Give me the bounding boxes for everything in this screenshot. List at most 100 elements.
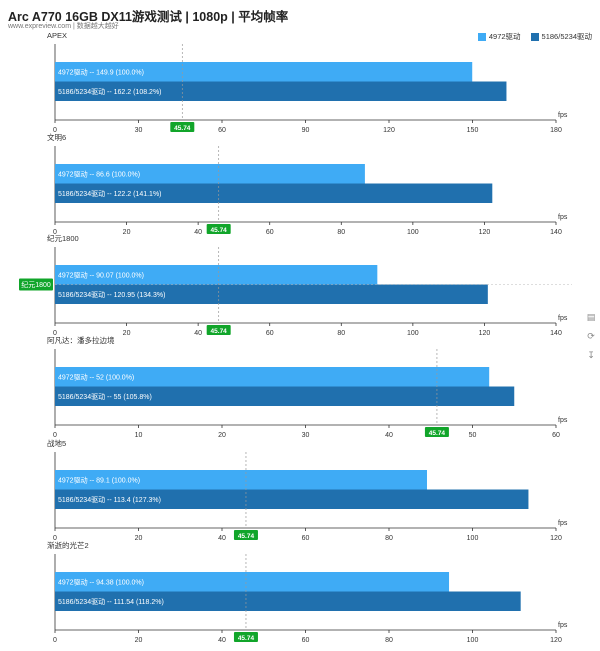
x-tick-label: 50: [469, 432, 477, 439]
y-marker-badge: [19, 278, 53, 291]
marker-badge-label: 45.74: [238, 533, 255, 540]
x-tick-label: 80: [385, 535, 393, 542]
bar-5186: [55, 183, 493, 203]
x-tick-label: 80: [385, 637, 393, 644]
x-tick-label: 0: [53, 535, 57, 542]
legend-swatch-5186: [530, 32, 539, 41]
x-tick-label: 0: [53, 127, 57, 134]
x-tick-label: 140: [550, 330, 562, 337]
x-tick-label: 120: [550, 535, 562, 542]
chart-title: Arc A770 16GB DX11游戏测试 | 1080p | 平均帧率: [8, 10, 289, 24]
x-tick-label: 140: [550, 229, 562, 236]
x-tick-label: 60: [266, 330, 274, 337]
marker-badge: [170, 122, 195, 132]
x-tick-label: 100: [407, 229, 419, 236]
refresh-icon[interactable]: ⟳: [587, 331, 595, 341]
legend-item-5186[interactable]: 5186/5234驱动: [530, 31, 592, 42]
chart-subtitle: www.expreview.com | 数据越大越好: [8, 23, 119, 30]
x-tick-label: 120: [550, 637, 562, 644]
x-tick-label: 20: [135, 637, 143, 644]
bar-4972: [55, 62, 473, 82]
x-tick-label: 40: [194, 229, 202, 236]
x-tick-label: 90: [302, 127, 310, 134]
x-tick-label: 120: [479, 229, 491, 236]
bar-label-4972: 4972驱动 -- 90.07 (100.0%): [58, 270, 144, 279]
marker-badge-label: 45.74: [174, 125, 191, 132]
marker-badge: [233, 632, 258, 642]
document-icon[interactable]: ▤: [586, 312, 596, 322]
x-axis-unit: fps: [558, 214, 568, 221]
x-tick-label: 30: [302, 432, 310, 439]
y-marker-label: 纪元1800: [21, 280, 51, 289]
legend-item-4972[interactable]: 4972驱动: [477, 31, 521, 42]
bar-4972: [55, 572, 450, 592]
side-toolbar: ▤ ⟳ ↧: [585, 312, 597, 360]
x-tick-label: 60: [266, 229, 274, 236]
marker-badge: [206, 325, 231, 335]
marker-badge-label: 45.74: [238, 635, 255, 642]
panel-title: 战地5: [47, 438, 66, 448]
marker-badge: [424, 427, 449, 437]
x-tick-label: 20: [123, 229, 131, 236]
bar-4972: [55, 470, 427, 490]
x-tick-label: 20: [135, 535, 143, 542]
x-tick-label: 120: [383, 127, 395, 134]
bar-label-5186: 5186/5234驱动 -- 55 (105.8%): [58, 392, 152, 401]
x-tick-label: 40: [218, 637, 226, 644]
bar-5186: [55, 489, 529, 509]
bar-5186: [55, 386, 515, 406]
panel-title: 渐逝的光芒2: [47, 540, 89, 550]
x-tick-label: 20: [123, 330, 131, 337]
x-tick-label: 60: [552, 432, 560, 439]
x-tick-label: 60: [302, 535, 310, 542]
bar-4972: [55, 164, 365, 184]
x-axis-unit: fps: [558, 417, 568, 424]
bar-label-4972: 4972驱动 -- 94.38 (100.0%): [58, 577, 144, 586]
x-tick-label: 0: [53, 330, 57, 337]
x-tick-label: 100: [467, 637, 479, 644]
bar-label-5186: 5186/5234驱动 -- 113.4 (127.3%): [58, 495, 161, 504]
bar-label-4972: 4972驱动 -- 52 (100.0%): [58, 372, 134, 381]
panel-title: 纪元1800: [47, 233, 79, 243]
bar-5186: [55, 284, 488, 304]
x-axis-unit: fps: [558, 112, 568, 119]
marker-badge-label: 45.74: [429, 430, 446, 437]
x-tick-label: 60: [302, 637, 310, 644]
x-axis-unit: fps: [558, 622, 568, 629]
x-tick-label: 0: [53, 229, 57, 236]
bar-label-5186: 5186/5234驱动 -- 162.2 (108.2%): [58, 87, 162, 96]
marker-badge: [206, 224, 231, 234]
x-axis-unit: fps: [558, 315, 568, 322]
x-tick-label: 30: [135, 127, 143, 134]
x-tick-label: 180: [550, 127, 562, 134]
download-icon[interactable]: ↧: [587, 350, 595, 360]
bar-label-5186: 5186/5234驱动 -- 120.95 (134.3%): [58, 290, 165, 299]
x-tick-label: 120: [479, 330, 491, 337]
x-tick-label: 0: [53, 637, 57, 644]
bar-5186: [55, 591, 521, 611]
x-tick-label: 40: [385, 432, 393, 439]
x-tick-label: 150: [467, 127, 479, 134]
legend-swatch-4972: [477, 32, 486, 41]
bar-5186: [55, 81, 507, 101]
x-tick-label: 10: [135, 432, 143, 439]
x-tick-label: 20: [218, 432, 226, 439]
bar-label-4972: 4972驱动 -- 89.1 (100.0%): [58, 475, 140, 484]
x-tick-label: 40: [194, 330, 202, 337]
x-tick-label: 100: [407, 330, 419, 337]
x-tick-label: 0: [53, 432, 57, 439]
x-tick-label: 80: [337, 229, 345, 236]
marker-badge-label: 45.74: [211, 227, 228, 234]
panel-title: APEX: [47, 31, 67, 40]
bar-4972: [55, 265, 378, 285]
marker-badge-label: 45.74: [211, 328, 228, 335]
bar-4972: [55, 367, 490, 387]
bar-label-5186: 5186/5234驱动 -- 111.54 (118.2%): [58, 597, 164, 606]
x-tick-label: 80: [337, 330, 345, 337]
x-axis-unit: fps: [558, 520, 568, 527]
x-tick-label: 60: [218, 127, 226, 134]
bar-label-4972: 4972驱动 -- 86.6 (100.0%): [58, 169, 140, 178]
panel-title: 阿凡达：潘多拉边境: [47, 335, 115, 345]
x-tick-label: 100: [467, 535, 479, 542]
